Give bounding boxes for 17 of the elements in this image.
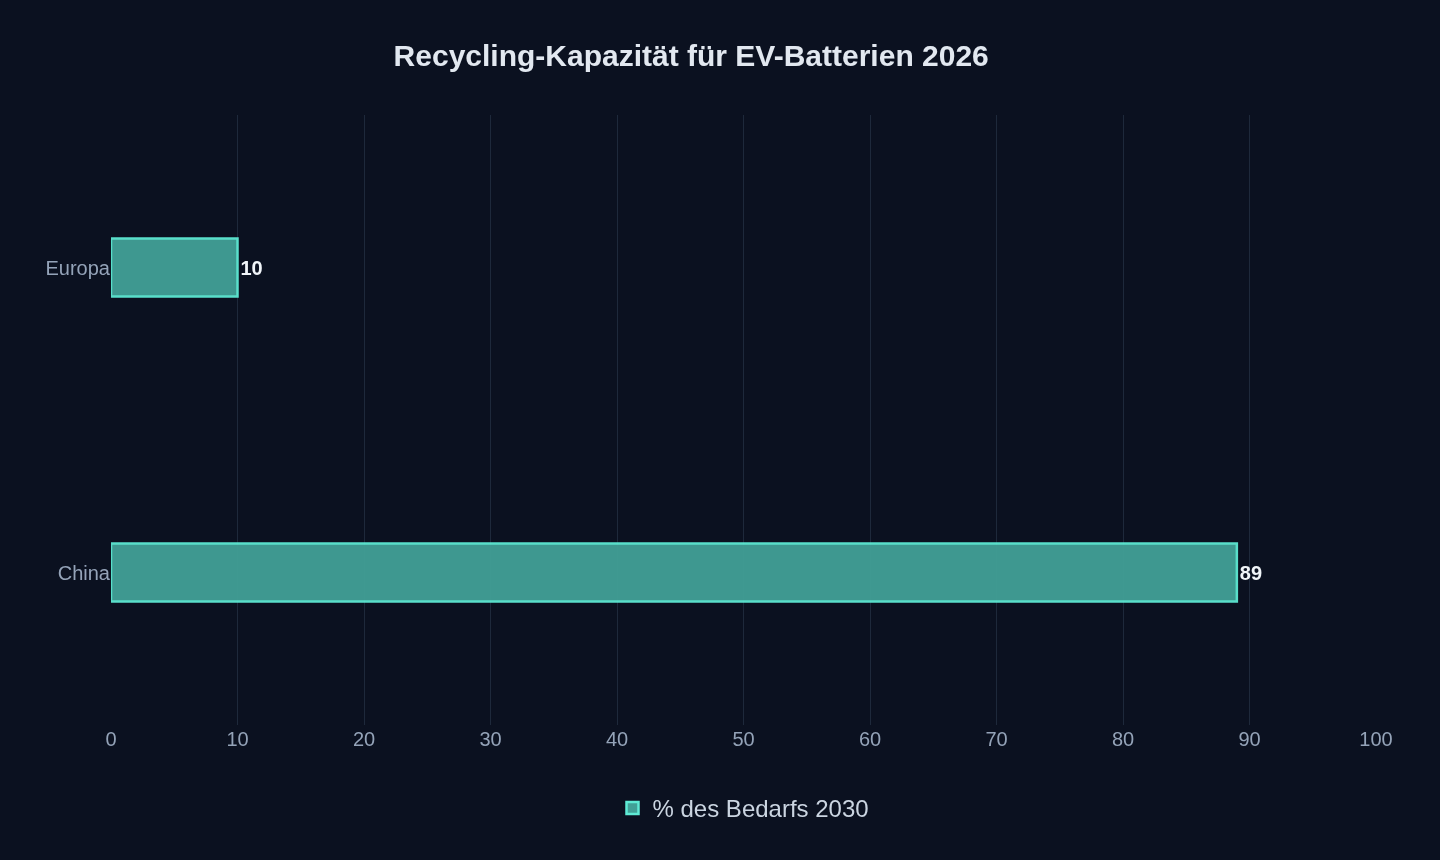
y-tick-label: Europa bbox=[45, 256, 111, 279]
x-tick-label: 0 bbox=[105, 728, 117, 750]
data-label: 89 bbox=[1239, 561, 1263, 584]
legend-label: % des Bedarfs 2030 bbox=[652, 795, 869, 823]
y-tick-label: China bbox=[57, 561, 111, 584]
x-tick-label: 40 bbox=[605, 728, 629, 750]
x-tick-label: 100 bbox=[1359, 728, 1393, 750]
x-tick-label: 60 bbox=[858, 728, 882, 750]
x-tick-label: 30 bbox=[479, 728, 502, 750]
x-tick-label: 70 bbox=[985, 728, 1008, 750]
data-label: 10 bbox=[240, 256, 263, 279]
x-tick-label: 50 bbox=[732, 728, 755, 750]
x-tick-label: 80 bbox=[1111, 728, 1135, 750]
x-tick-label: 10 bbox=[226, 728, 249, 750]
x-tick-label: 90 bbox=[1238, 728, 1261, 750]
x-tick-label: 20 bbox=[352, 728, 376, 750]
chart-title: Recycling-Kapazität für EV-Batterien 2026 bbox=[393, 39, 989, 73]
